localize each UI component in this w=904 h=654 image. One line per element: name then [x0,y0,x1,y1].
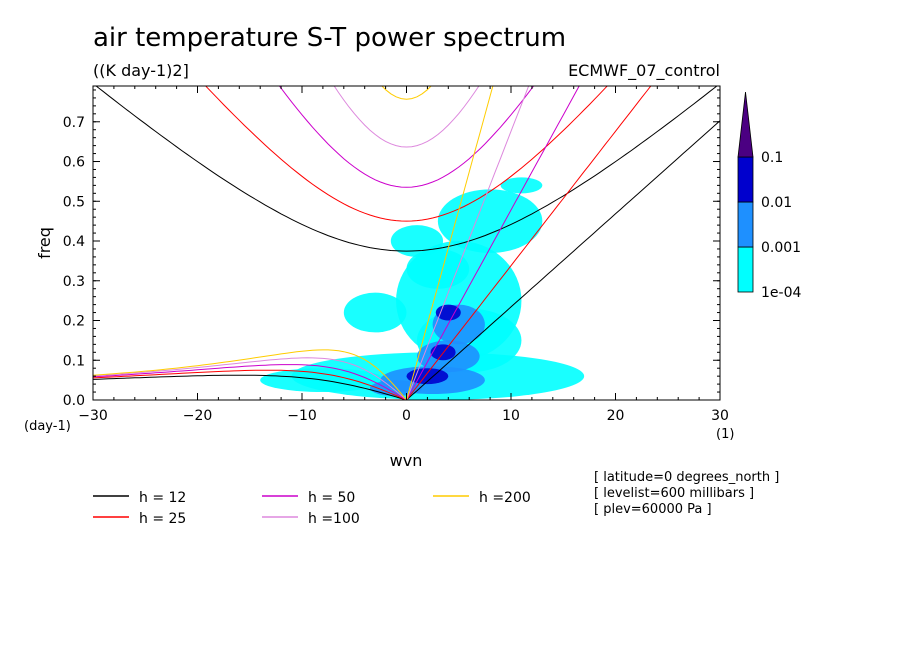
x-tick-label-1: −20 [183,408,213,424]
colorbar-label-1: 0.001 [761,240,801,256]
rossby-curve-h200 [93,349,407,400]
gravity-curve-h25 [205,86,608,222]
y-tick-label-3: 0.3 [63,274,85,290]
rossby-curve-h25 [93,369,407,400]
colorbar-arrow [737,91,754,158]
x-tick-label-3: 0 [402,408,411,424]
dataset-label: ECMWF_07_control [568,61,720,81]
x-unit-label: (1) [716,427,734,442]
note-levelist: [ levelist=600 millibars ] [594,486,754,501]
colorbar-segment-2 [737,156,754,203]
kelvin-curve-h12 [406,120,720,400]
note-latitude: [ latitude=0 degrees_north ] [594,470,779,485]
gravity-curve-h100 [333,86,480,148]
y-tick-label-4: 0.4 [63,234,85,250]
legend-label-0: h = 12 [139,490,186,506]
y-tick-label-0: 0.0 [63,393,85,409]
kelvin-curve-h200 [406,86,494,400]
colorbar-label-0: 1e-04 [761,285,801,301]
colorbar-label-3: 0.1 [761,150,783,166]
colorbar-segment-1 [737,201,754,248]
spectral-blob-14 [435,304,461,321]
y-unit-label: (day-1) [24,419,71,434]
plot-area [93,86,720,400]
chart-units: ((K day-1)2] [93,61,189,80]
y-tick-label-1: 0.1 [63,353,85,369]
gravity-curve-h12 [95,86,718,252]
dispersion-curves [93,86,720,400]
note-plev: [ plev=60000 Pa ] [594,502,712,517]
legend: h = 12 h = 25 h = 50 h =100 h =200 [93,490,531,527]
x-tick-label-0: −30 [78,408,108,424]
spectral-blob-2 [437,189,543,253]
legend-label-4: h =200 [479,490,531,506]
metadata-notes: [ latitude=0 degrees_north ] [ levelist=… [594,470,779,517]
colorbar-segment-0 [737,246,754,293]
x-tick-label-5: 20 [607,408,625,424]
colorbar-label-2: 0.01 [761,195,792,211]
x-axis: −30 −20 −10 0 10 20 30 [78,86,729,424]
spectral-blob-3 [500,177,543,194]
rossby-curve-h12 [93,374,407,400]
gravity-curve-h50 [278,86,535,188]
rossby-curve-h50 [93,364,407,400]
spectral-blob-5 [343,292,407,333]
gravity-curve-h200 [381,86,432,100]
kelvin-curve-h25 [406,86,652,400]
kelvin-curve-h100 [406,86,530,400]
y-axis-label: freq [35,227,54,259]
rossby-curve-h100 [93,357,407,400]
x-tick-label-6: 30 [711,408,729,424]
kelvin-curve-h50 [406,86,580,400]
chart-title: air temperature S-T power spectrum [93,23,566,53]
y-tick-label-7: 0.7 [63,115,85,131]
x-axis-label: wvn [390,451,423,470]
y-axis: 0.0 0.1 0.2 0.3 0.4 0.5 0.6 0.7 [63,89,720,409]
x-tick-label-4: 10 [502,408,520,424]
y-tick-label-6: 0.6 [63,155,85,171]
spectral-blob-8 [390,225,444,257]
legend-label-3: h =100 [308,511,360,527]
legend-label-1: h = 25 [139,511,186,527]
y-tick-label-2: 0.2 [63,314,85,330]
colorbar: 1e-04 0.001 0.01 0.1 [737,91,801,301]
y-tick-label-5: 0.5 [63,194,85,210]
x-tick-label-2: −10 [287,408,317,424]
legend-label-2: h = 50 [308,490,355,506]
spectral-fill [260,177,585,400]
